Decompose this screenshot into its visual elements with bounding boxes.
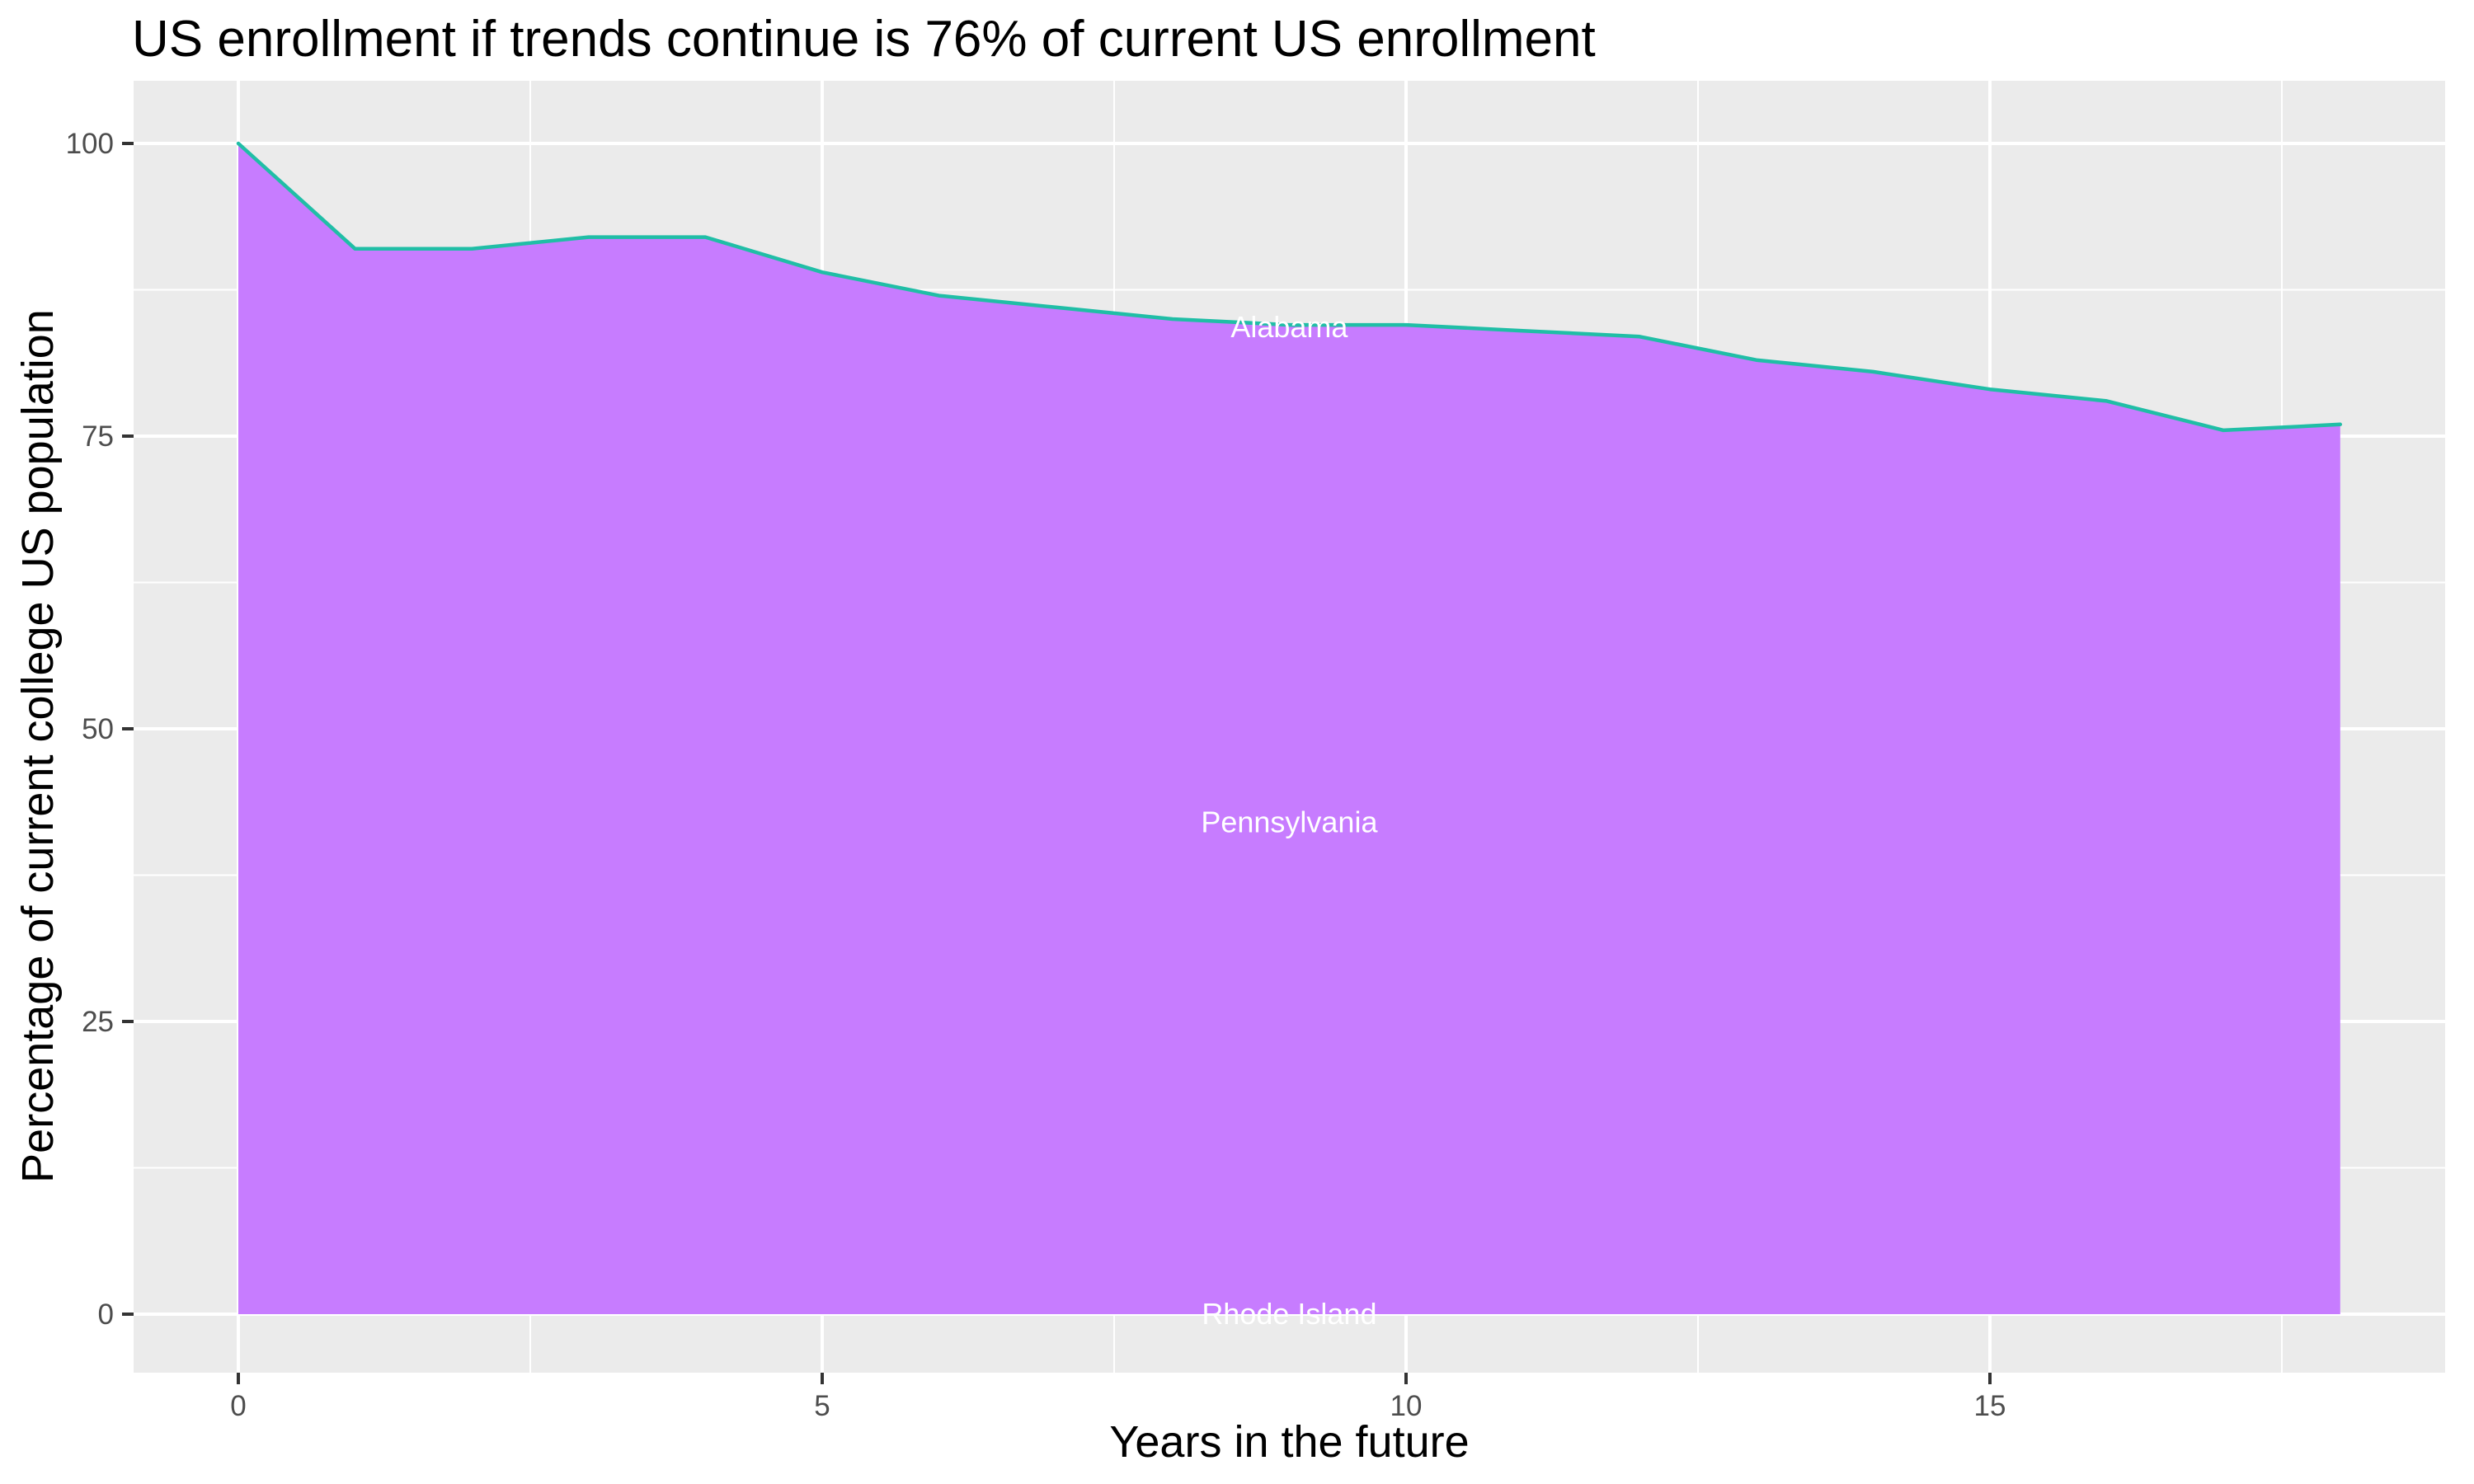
y-tick-label: 50: [82, 713, 114, 745]
chart-title: US enrollment if trends continue is 76% …: [132, 11, 1596, 68]
y-tick-label: 25: [82, 1006, 114, 1038]
y-tick-label: 75: [82, 420, 114, 453]
x-tick-label: 10: [1390, 1390, 1423, 1422]
area-label-pennsylvania: Pennsylvania: [1201, 805, 1378, 839]
x-tick-label: 0: [230, 1390, 246, 1422]
x-axis-title: Years in the future: [1109, 1417, 1470, 1467]
enrollment-area: [238, 143, 2340, 1314]
y-axis-title: Percentage of current college US populat…: [13, 309, 63, 1183]
x-tick-label: 15: [1974, 1390, 2006, 1422]
area-label-rhode-island: Rhode Island: [1202, 1297, 1376, 1331]
x-tick-label: 5: [814, 1390, 830, 1422]
y-tick-label: 100: [66, 128, 114, 160]
area-label-alabama: Alabama: [1230, 310, 1348, 344]
trend-line: [236, 141, 2343, 433]
y-tick-label: 0: [98, 1298, 114, 1331]
